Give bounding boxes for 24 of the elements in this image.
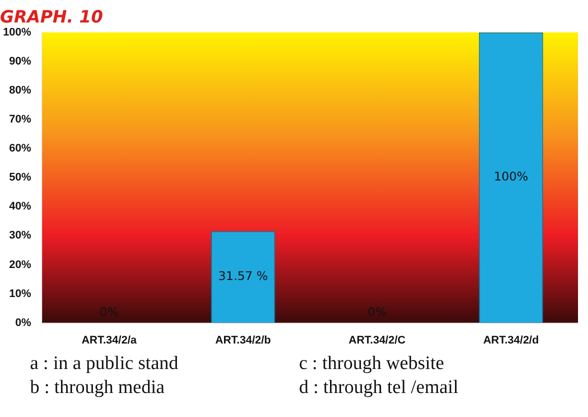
text: d : through tel /email bbox=[299, 376, 460, 400]
data-label: 0% bbox=[368, 304, 387, 319]
y-tick-label: 20% bbox=[9, 258, 32, 271]
text: c : through website bbox=[299, 352, 446, 376]
y-tick-label: 0% bbox=[15, 316, 32, 329]
data-label: 0% bbox=[100, 304, 119, 319]
x-tick-label: ART.34/2/d bbox=[483, 334, 539, 346]
y-tick-label: 50% bbox=[9, 172, 32, 184]
y-tick-label: 10% bbox=[9, 288, 32, 300]
chart-title: GRAPH. 10 bbox=[0, 8, 104, 28]
y-tick-label: 30% bbox=[9, 230, 32, 242]
y-tick-label: 70% bbox=[9, 114, 32, 126]
y-tick-label: 80% bbox=[9, 84, 32, 97]
y-tick-label: 40% bbox=[9, 200, 32, 213]
y-tick-label: 100% bbox=[2, 26, 32, 38]
y-tick-label: 90% bbox=[9, 55, 32, 68]
x-tick-label: ART.34/2/a bbox=[82, 334, 138, 346]
text: a : in a public stand bbox=[30, 352, 180, 376]
x-tick-label: ART.34/2/C bbox=[348, 334, 406, 346]
data-label: 31.57 % bbox=[218, 269, 268, 284]
y-tick-label: 60% bbox=[9, 142, 32, 155]
data-label: 100% bbox=[494, 170, 528, 184]
x-tick-label: ART.34/2/b bbox=[215, 334, 272, 346]
text: b : through media bbox=[30, 376, 166, 400]
